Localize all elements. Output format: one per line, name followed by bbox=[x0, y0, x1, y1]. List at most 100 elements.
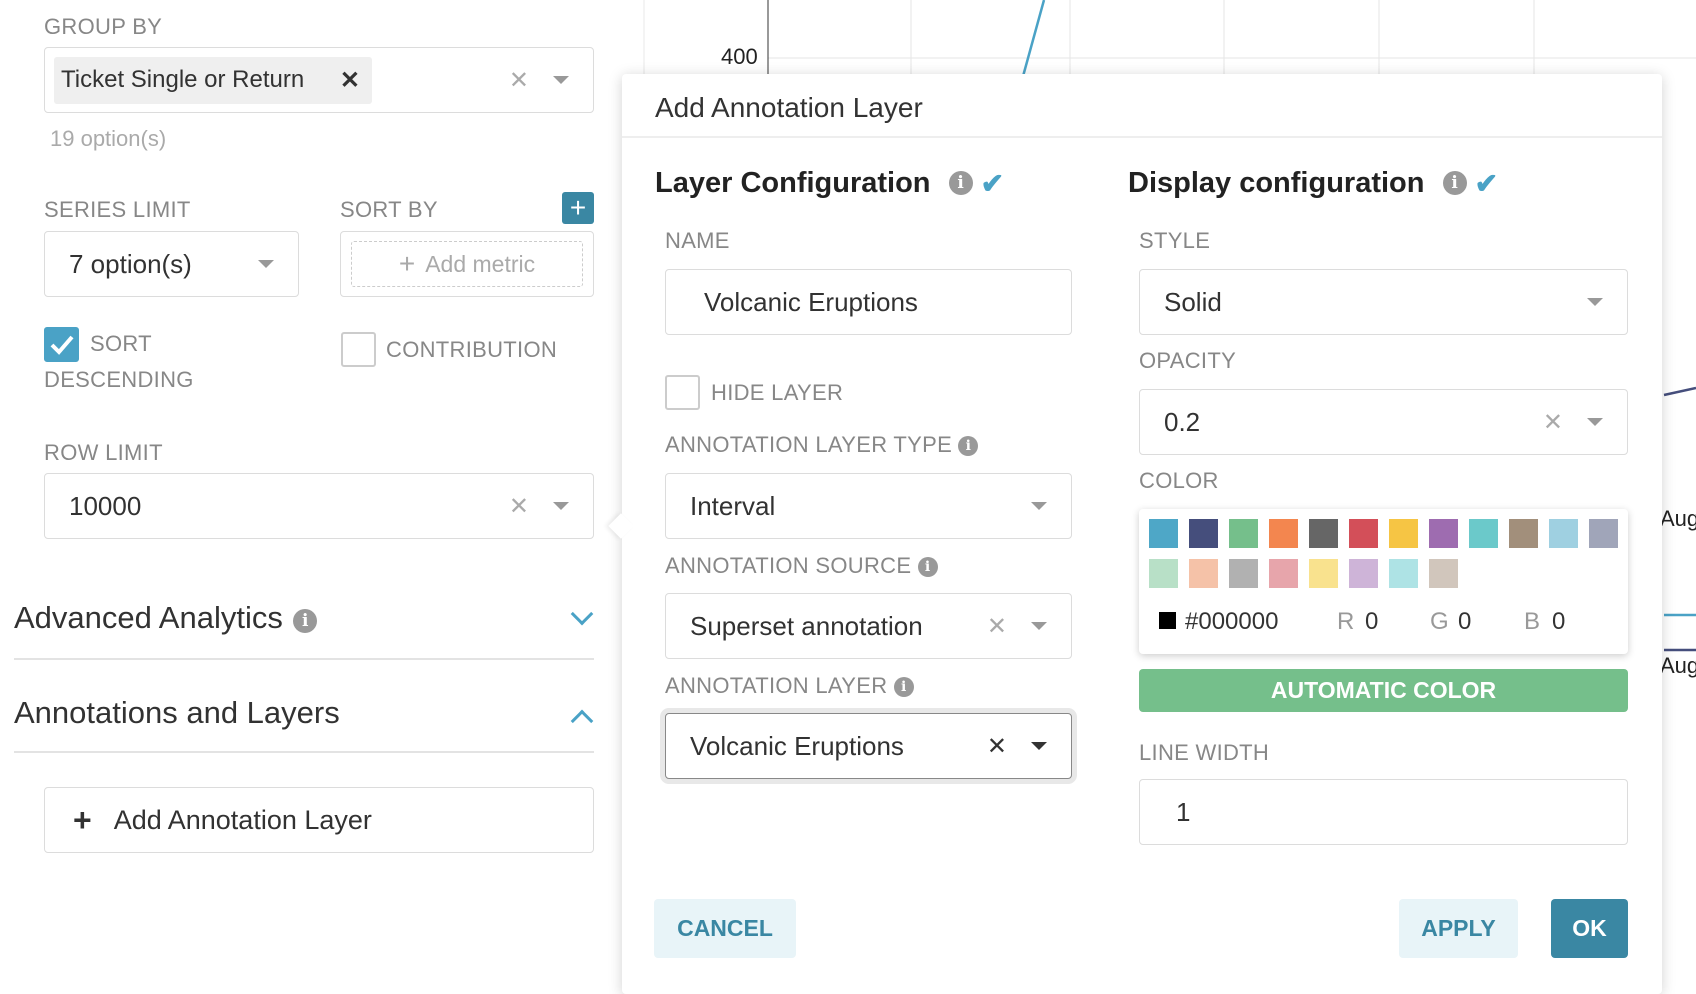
options-count: 19 option(s) bbox=[50, 126, 167, 151]
chevron-down-icon[interactable] bbox=[553, 502, 569, 510]
g-label: G bbox=[1430, 608, 1449, 635]
add-sort-button[interactable]: + bbox=[562, 192, 594, 224]
label-text: ANNOTATION SOURCE bbox=[665, 553, 912, 578]
color-swatch[interactable] bbox=[1189, 519, 1218, 548]
annotation-layer-label: ANNOTATION LAYER i bbox=[665, 673, 914, 699]
select-value: Solid bbox=[1164, 286, 1222, 317]
annotation-layer-type-select[interactable]: Interval bbox=[665, 473, 1072, 539]
check-icon: ✔ bbox=[980, 167, 1005, 199]
color-swatch[interactable] bbox=[1229, 519, 1258, 548]
series-limit-select[interactable]: 7 option(s) bbox=[44, 231, 299, 297]
info-icon: i bbox=[893, 677, 914, 698]
r-label: R bbox=[1337, 608, 1355, 635]
hex-value[interactable]: #000000 bbox=[1185, 608, 1279, 635]
color-swatch[interactable] bbox=[1389, 519, 1418, 548]
line-width-input[interactable] bbox=[1139, 779, 1628, 845]
color-swatch[interactable] bbox=[1269, 559, 1298, 588]
series-line bbox=[1020, 0, 1046, 81]
color-swatch[interactable] bbox=[1469, 519, 1498, 548]
display-config-heading: Display configuration i ✔ bbox=[1128, 166, 1498, 200]
group-by-label: GROUP BY bbox=[44, 14, 163, 39]
descending-label: DESCENDING bbox=[44, 367, 194, 392]
color-swatch[interactable] bbox=[1149, 559, 1178, 588]
color-swatch[interactable] bbox=[1349, 559, 1378, 588]
apply-button[interactable]: APPLY bbox=[1399, 899, 1518, 958]
add-metric-label: Add metric bbox=[425, 250, 536, 277]
clear-icon[interactable]: ✕ bbox=[986, 732, 1007, 760]
hide-layer-checkbox[interactable] bbox=[665, 375, 700, 410]
chevron-up-icon[interactable] bbox=[570, 709, 594, 733]
group-by-tag: Ticket Single or Return ✕ bbox=[54, 56, 372, 104]
button-label: Add Annotation Layer bbox=[113, 804, 372, 835]
color-swatch[interactable] bbox=[1549, 519, 1578, 548]
info-icon: i bbox=[1442, 171, 1467, 196]
clear-icon[interactable]: ✕ bbox=[508, 66, 529, 94]
divider bbox=[622, 136, 1662, 138]
automatic-color-button[interactable]: AUTOMATIC COLOR bbox=[1139, 669, 1628, 712]
plus-icon: + bbox=[398, 248, 416, 279]
remove-tag-icon[interactable]: ✕ bbox=[339, 66, 360, 94]
select-value: Volcanic Eruptions bbox=[690, 730, 904, 761]
hide-layer-label: HIDE LAYER bbox=[711, 380, 844, 405]
add-annotation-layer-button[interactable]: + Add Annotation Layer bbox=[44, 787, 594, 853]
name-label: NAME bbox=[665, 228, 730, 253]
clear-icon[interactable]: ✕ bbox=[508, 492, 529, 520]
heading-text: Display configuration bbox=[1128, 166, 1425, 199]
advanced-analytics-header[interactable]: Advanced Analytics i bbox=[14, 600, 594, 660]
color-swatch[interactable] bbox=[1389, 559, 1418, 588]
ok-button[interactable]: OK bbox=[1551, 899, 1628, 958]
clear-icon[interactable]: ✕ bbox=[1542, 408, 1563, 436]
chevron-down-icon bbox=[1587, 418, 1603, 426]
cancel-button[interactable]: CANCEL bbox=[654, 899, 796, 958]
contribution-label: CONTRIBUTION bbox=[386, 337, 558, 362]
tag-label: Ticket Single or Return bbox=[61, 66, 305, 93]
color-swatch[interactable] bbox=[1509, 519, 1538, 548]
annotation-layer-select[interactable]: Volcanic Eruptions ✕ bbox=[665, 713, 1072, 779]
b-value[interactable]: 0 bbox=[1552, 608, 1566, 635]
chevron-down-icon[interactable] bbox=[570, 602, 594, 626]
label-text: ANNOTATION LAYER TYPE bbox=[665, 432, 953, 457]
color-swatch[interactable] bbox=[1589, 519, 1618, 548]
clear-icon[interactable]: ✕ bbox=[986, 612, 1007, 640]
sort-by-box: + Add metric bbox=[340, 231, 594, 297]
annotation-source-label: ANNOTATION SOURCE i bbox=[665, 553, 938, 579]
r-value[interactable]: 0 bbox=[1365, 608, 1379, 635]
heading-text: Layer Configuration bbox=[655, 166, 931, 199]
opacity-label: OPACITY bbox=[1139, 348, 1237, 373]
sort-by-label: SORT BY bbox=[340, 197, 438, 222]
chevron-down-icon[interactable] bbox=[553, 76, 569, 84]
row-limit-select[interactable]: 10000 ✕ bbox=[44, 473, 594, 539]
color-swatch[interactable] bbox=[1229, 559, 1258, 588]
sort-label: SORT bbox=[90, 331, 152, 356]
color-swatch[interactable] bbox=[1429, 559, 1458, 588]
sort-descending-checkbox[interactable] bbox=[44, 327, 79, 362]
popover-title: Add Annotation Layer bbox=[655, 92, 923, 123]
name-input[interactable] bbox=[665, 269, 1072, 335]
color-swatch[interactable] bbox=[1349, 519, 1378, 548]
info-icon: i bbox=[948, 171, 973, 196]
color-swatch[interactable] bbox=[1429, 519, 1458, 548]
color-label: COLOR bbox=[1139, 468, 1219, 493]
style-select[interactable]: Solid bbox=[1139, 269, 1628, 335]
info-icon: i bbox=[958, 436, 979, 457]
x-tick-label: Aug bbox=[1660, 506, 1696, 531]
section-title: Annotations and Layers bbox=[14, 695, 340, 730]
add-metric-button[interactable]: + Add metric bbox=[351, 241, 583, 287]
g-value[interactable]: 0 bbox=[1458, 608, 1472, 635]
info-icon: i bbox=[293, 608, 318, 633]
row-limit-value: 10000 bbox=[69, 490, 142, 521]
x-tick-label: Aug bbox=[1660, 653, 1696, 678]
color-swatch[interactable] bbox=[1269, 519, 1298, 548]
opacity-select[interactable]: 0.2 ✕ bbox=[1139, 389, 1628, 455]
chevron-down-icon bbox=[258, 260, 274, 268]
annotations-layers-header[interactable]: Annotations and Layers bbox=[14, 695, 594, 753]
color-swatch[interactable] bbox=[1309, 519, 1338, 548]
annotation-source-select[interactable]: Superset annotation ✕ bbox=[665, 593, 1072, 659]
group-by-select[interactable]: Ticket Single or Return ✕ ✕ bbox=[44, 47, 594, 113]
color-swatch[interactable] bbox=[1189, 559, 1218, 588]
chevron-down-icon bbox=[1031, 742, 1047, 750]
color-swatch[interactable] bbox=[1149, 519, 1178, 548]
series-limit-value: 7 option(s) bbox=[69, 248, 192, 279]
contribution-checkbox[interactable] bbox=[341, 332, 376, 367]
color-swatch[interactable] bbox=[1309, 559, 1338, 588]
